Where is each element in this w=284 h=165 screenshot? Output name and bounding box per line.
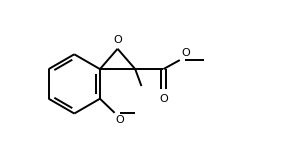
- Text: O: O: [113, 35, 122, 45]
- Text: O: O: [181, 48, 190, 58]
- Text: O: O: [159, 94, 168, 104]
- Text: O: O: [116, 115, 124, 125]
